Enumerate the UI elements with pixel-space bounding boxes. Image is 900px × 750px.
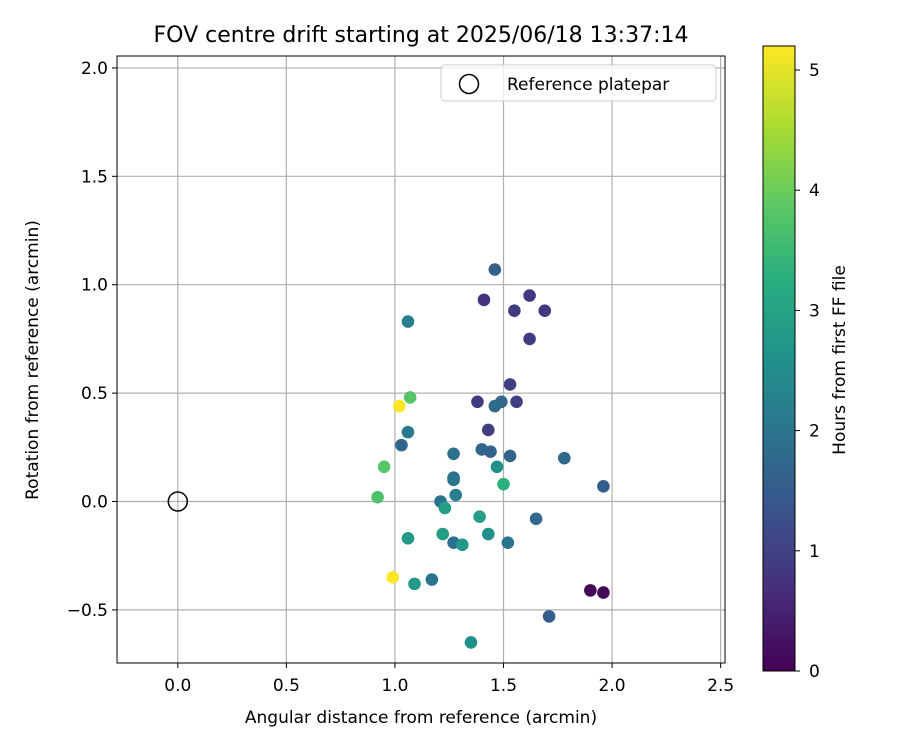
y-tick-label-2: 0.5 [81,384,108,404]
colorbar-tick-label-1: 1 [809,542,820,562]
data-point-38 [436,527,450,541]
data-point-5 [538,304,552,318]
data-point-21 [447,447,460,461]
data-point-36 [455,538,469,552]
data-point-7 [503,378,517,391]
y-tick-label-4: 1.5 [81,167,108,187]
colorbar-tick-label-4: 4 [809,181,820,201]
colorbar-gradient [762,45,796,672]
data-point-4 [508,304,521,318]
x-tick-label-4: 2.0 [599,676,626,696]
y-tick-label-3: 1.0 [81,276,108,296]
data-point-8 [471,395,484,409]
colorbar-label: Hours from first FF file [830,265,850,455]
colorbar-tick-label-2: 2 [809,422,820,442]
grid-lines [117,56,725,663]
data-point-26 [501,536,515,549]
data-point-11 [488,263,502,276]
data-point-46 [386,571,400,584]
x-axis-label: Angular distance from reference (arcmin) [245,708,597,728]
y-tick-label-5: 2.0 [81,59,108,79]
legend-box [440,64,717,102]
y-tick-label-1: 0.0 [81,492,108,512]
data-point-43 [377,460,391,474]
data-point-2 [477,293,491,307]
data-point-30 [401,315,415,328]
y-axis-ticks: −0.5 0.0 0.5 1.0 1.5 2.0 [67,59,117,621]
data-point-32 [425,573,439,586]
legend-label: Reference platepar [507,75,669,95]
reference-layer [167,491,189,512]
data-points [371,263,610,649]
data-point-12 [542,610,556,623]
data-point-10 [482,423,495,437]
data-point-20 [484,445,497,458]
x-tick-label-0: 0.0 [164,676,191,696]
colorbar-tick-label-5: 5 [809,61,820,81]
data-point-39 [401,532,415,545]
data-point-16 [503,449,517,463]
plot-frame [116,55,726,664]
x-axis-ticks: 0.0 0.5 1.0 1.5 2.0 2.5 [164,663,734,696]
data-point-18 [488,399,502,413]
colorbar: 0 1 2 3 4 5 Hours from first FF file [762,45,850,682]
colorbar-tick-label-3: 3 [809,301,820,321]
colorbar-ticks: 0 1 2 3 4 5 [795,61,820,682]
data-point-0 [584,584,597,597]
reference-platepar-marker [167,491,189,512]
data-point-1 [597,586,610,599]
data-point-14 [558,451,571,465]
y-tick-label-0: −0.5 [67,601,108,621]
x-tick-label-2: 1.0 [381,676,408,696]
chart-title: FOV centre drift starting at 2025/06/18 … [154,23,689,48]
data-point-41 [497,477,510,491]
data-point-31 [490,460,504,474]
x-tick-label-5: 2.5 [707,676,734,696]
data-point-13 [597,480,610,493]
colorbar-tick-label-0: 0 [809,662,820,682]
data-point-45 [392,399,406,413]
data-point-6 [523,332,536,346]
data-point-42 [371,490,384,504]
data-point-37 [438,501,452,515]
legend-marker-open-circle [458,73,480,95]
data-point-29 [401,425,415,439]
x-tick-label-1: 0.5 [273,676,300,696]
data-point-34 [482,527,495,541]
data-point-33 [464,636,478,649]
data-point-23 [447,473,460,487]
legend: Reference platepar [440,64,717,102]
data-point-44 [403,391,417,404]
y-axis-label: Rotation from reference (arcmin) [23,220,43,500]
data-point-40 [408,577,421,591]
data-point-25 [449,488,463,502]
data-point-28 [395,438,408,452]
x-tick-label-3: 1.5 [490,676,517,696]
data-point-15 [529,512,543,526]
data-point-3 [523,289,536,302]
data-point-35 [473,510,486,523]
data-point-9 [510,395,523,409]
